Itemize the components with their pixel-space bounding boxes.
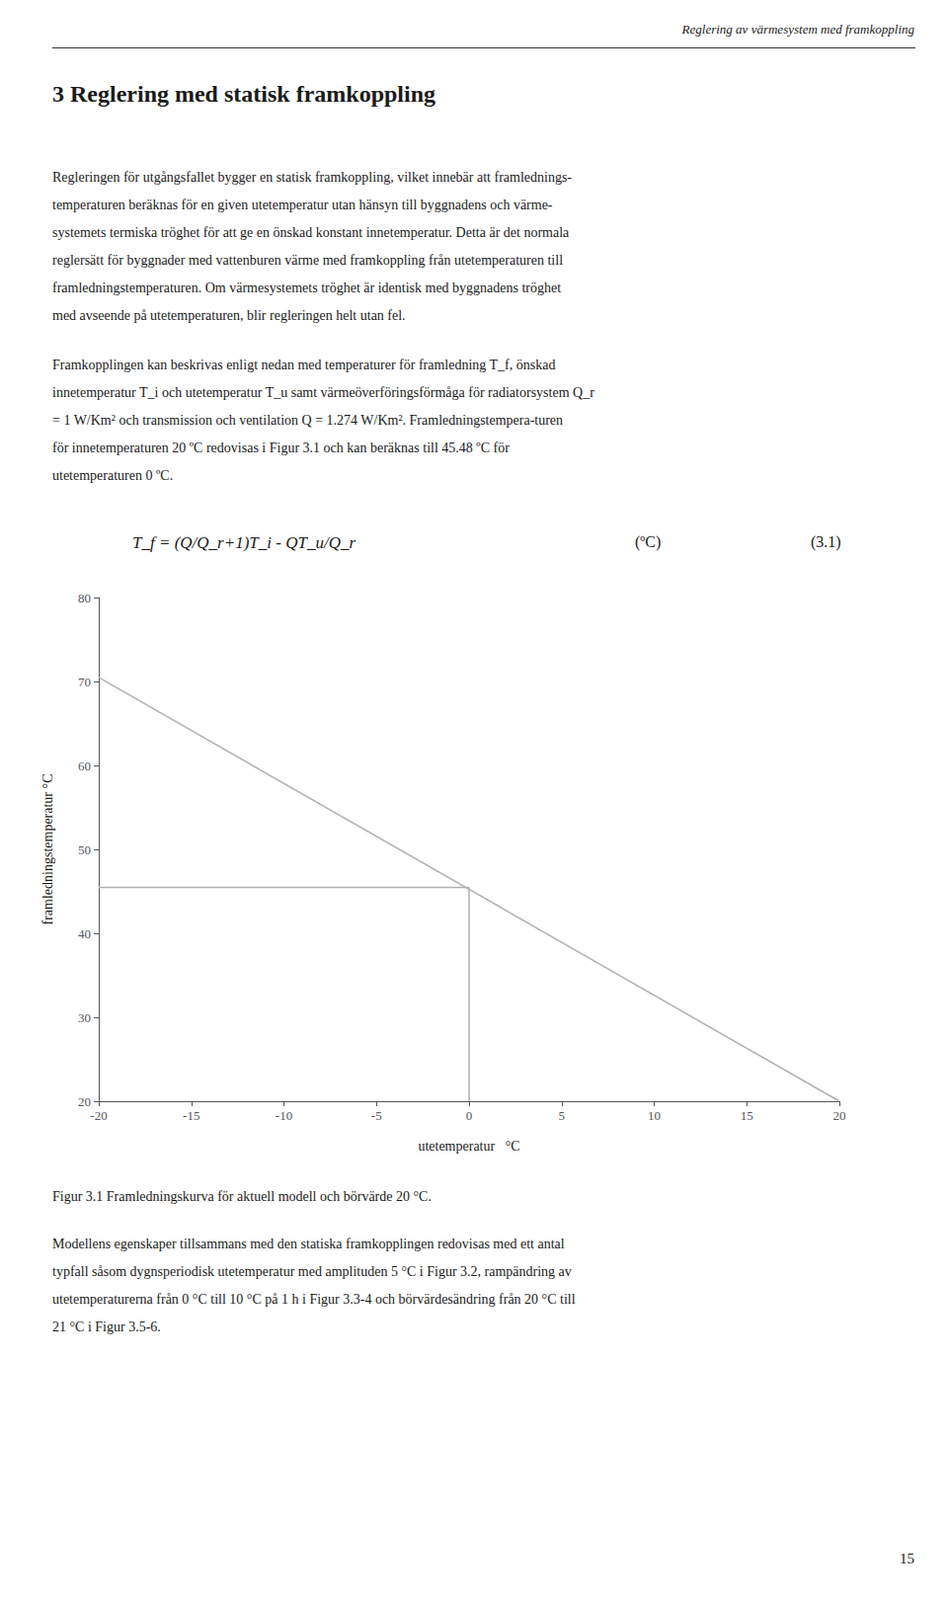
- html-text:Reglering av värmesystem med f: Reglering av värmesystem med framkopplin…: [681, 21, 915, 37]
- svg-text:5: 5: [558, 1107, 566, 1123]
- svg-text:0: 0: [466, 1107, 474, 1123]
- svg-text:40: 40: [78, 926, 91, 942]
- svg-text:-20: -20: [89, 1107, 107, 1123]
- html-text:framledningstemperaturen. Om v: framledningstemperaturen. Om värmesystem…: [52, 280, 561, 296]
- html-text:reglersätt för byggnader med v: reglersätt för byggnader med vattenburen…: [52, 252, 563, 268]
- svg-text:70: 70: [78, 674, 91, 690]
- html-text:systemets termiska tröghet för: systemets termiska tröghet för att ge en…: [52, 225, 570, 240]
- svg-text:-15: -15: [182, 1107, 200, 1123]
- html-text:utetemperaturen 0 ºC.: utetemperaturen 0 ºC.: [52, 468, 173, 483]
- html-text:15: 15: [899, 1550, 915, 1567]
- html-text:21 °C i Figur 3.5-6.: 21 °C i Figur 3.5-6.: [52, 1319, 161, 1335]
- html-text:med avseende på utetemperature: med avseende på utetemperaturen, blir re…: [52, 308, 406, 323]
- svg-text:80: 80: [78, 590, 91, 606]
- html-text:T_f = (Q/Q_r+1)T_i - QT_u/Q_r: T_f = (Q/Q_r+1)T_i - QT_u/Q_r: [132, 533, 356, 553]
- html-text:utetemperaturerna från 0 °C ti: utetemperaturerna från 0 °C till 10 °C p…: [52, 1291, 576, 1307]
- svg-text:framledningstemperatur °C: framledningstemperatur °C: [40, 774, 56, 926]
- svg-text:utetemperatur °C: utetemperatur °C: [417, 1138, 520, 1154]
- svg-text:60: 60: [78, 758, 91, 774]
- svg-text:50: 50: [78, 842, 91, 858]
- html-text:Regleringen för utgångsfallet: Regleringen för utgångsfallet bygger en …: [52, 169, 572, 185]
- svg-text:10: 10: [647, 1107, 661, 1123]
- svg-text:-5: -5: [371, 1107, 383, 1123]
- svg-text:20: 20: [78, 1094, 91, 1109]
- html-text:typfall såsom dygnsperiodisk u: typfall såsom dygnsperiodisk utetemperat…: [52, 1264, 572, 1279]
- svg-text:20: 20: [833, 1107, 847, 1123]
- svg-text:15: 15: [740, 1107, 754, 1123]
- html-text:Figur 3.1 Framledningskurva fö: Figur 3.1 Framledningskurva för aktuell …: [52, 1188, 432, 1204]
- html-text:Modellens egenskaper tillsamma: Modellens egenskaper tillsammans med den…: [52, 1236, 565, 1252]
- svg-text:-10: -10: [275, 1107, 293, 1123]
- html-text:för innetemperaturen 20 ºC red: för innetemperaturen 20 ºC redovisas i F…: [52, 440, 510, 456]
- html-text:= 1 W/Km² och transmission och: = 1 W/Km² och transmission och ventilati…: [52, 412, 563, 428]
- html-text:innetemperatur T_i och utetemp: innetemperatur T_i och utetemperatur T_u…: [52, 385, 595, 400]
- html-text:(3.1): (3.1): [810, 533, 842, 551]
- html-text:temperaturen beräknas för en g: temperaturen beräknas för en given utete…: [52, 197, 553, 213]
- html-text:Framkopplingen kan beskrivas e: Framkopplingen kan beskrivas enligt neda…: [52, 357, 556, 373]
- html-text:3 Reglering med statisk framko: 3 Reglering med statisk framkoppling: [52, 80, 436, 107]
- html-text:(ºC): (ºC): [634, 533, 661, 551]
- svg-text:30: 30: [78, 1010, 91, 1026]
